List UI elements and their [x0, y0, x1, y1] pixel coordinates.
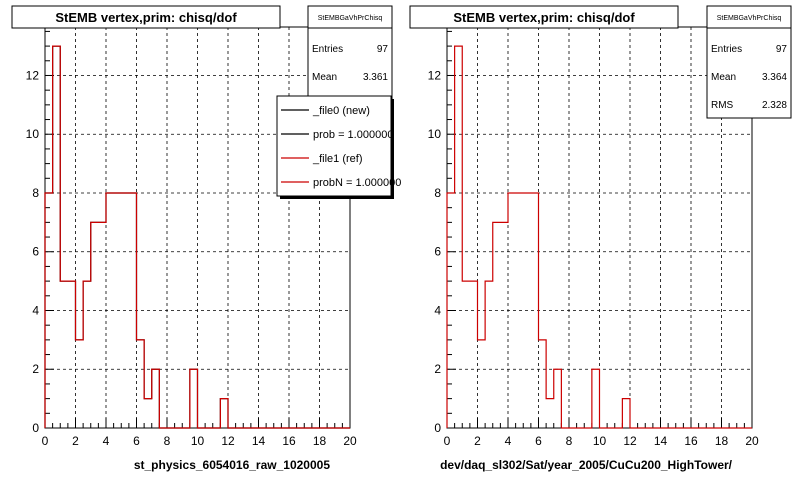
- y-tick-label: 8: [434, 186, 441, 200]
- stats-box: [706, 5, 792, 119]
- x-tick-label: 12: [623, 434, 637, 448]
- title-box: [11, 5, 281, 29]
- chart-title: StEMB vertex,prim: chisq/dof: [453, 10, 635, 25]
- x-tick-label: 8: [566, 434, 573, 448]
- y-tick-label: 0: [32, 421, 39, 435]
- legend-label: prob = 1.000000: [313, 129, 393, 141]
- y-tick-label: 12: [428, 68, 442, 82]
- y-tick-label: 2: [434, 362, 441, 376]
- x-tick-label: 2: [474, 434, 481, 448]
- stats-value: 2.328: [762, 100, 787, 111]
- stats-label: Entries: [711, 44, 742, 55]
- stats-label: Mean: [312, 72, 337, 83]
- x-tick-label: 18: [313, 434, 327, 448]
- x-tick-label: 20: [745, 434, 759, 448]
- chart-panel-1: 0 2 4 6 8 10 12 14 16 18 20 0 2 4 6 8 10 12 StEMB vertex,p…: [11, 5, 401, 472]
- title-box: [409, 5, 679, 29]
- x-tick-label: 6: [535, 434, 542, 448]
- x-tick-label: 10: [593, 434, 607, 448]
- y-tick-label: 6: [434, 245, 441, 259]
- stats-header: StEMBGaVhPrChisq: [717, 15, 782, 22]
- x-axis-title: dev/daq_sl302/Sat/year_2005/CuCu200_High…: [440, 458, 733, 472]
- chart-title: StEMB vertex,prim: chisq/dof: [55, 10, 237, 25]
- x-tick-label: 6: [133, 434, 140, 448]
- x-tick-label: 20: [343, 434, 357, 448]
- x-tick-label: 16: [282, 434, 296, 448]
- x-tick-label: 16: [684, 434, 698, 448]
- legend-box: [276, 95, 392, 197]
- x-tick-label: 4: [505, 434, 512, 448]
- stats-header: StEMBGaVhPrChisq: [318, 15, 383, 22]
- stats-value: 97: [377, 44, 389, 55]
- y-tick-label: 4: [32, 303, 39, 317]
- y-tick-label: 0: [434, 421, 441, 435]
- x-axis-title: st_physics_6054016_raw_1020005: [134, 458, 330, 472]
- x-tick-label: 12: [221, 434, 235, 448]
- y-tick-label: 8: [32, 186, 39, 200]
- y-tick-label: 12: [26, 68, 40, 82]
- y-tick-label: 4: [434, 303, 441, 317]
- x-tick-label: 14: [654, 434, 668, 448]
- legend-label: _file1 (ref): [312, 153, 363, 165]
- stats-value: 3.361: [363, 72, 388, 83]
- y-tick-label: 10: [26, 127, 40, 141]
- x-tick-label: 4: [103, 434, 110, 448]
- histogram-series-2: [44, 45, 350, 429]
- stats-label: Entries: [312, 44, 343, 55]
- y-tick-label: 6: [32, 245, 39, 259]
- y-tick-label: 10: [428, 127, 442, 141]
- legend-label: _file0 (new): [312, 105, 370, 117]
- histogram-series-1: [446, 45, 752, 429]
- legend-label: probN = 1.000000: [313, 177, 401, 189]
- stats-value: 3.364: [762, 72, 787, 83]
- x-tick-label: 10: [191, 434, 205, 448]
- x-tick-label: 8: [164, 434, 171, 448]
- x-tick-label: 2: [72, 434, 79, 448]
- x-tick-label: 14: [252, 434, 266, 448]
- stats-label: Mean: [711, 72, 736, 83]
- stats-label: RMS: [711, 100, 734, 111]
- stats-value: 97: [776, 44, 788, 55]
- x-tick-label: 18: [715, 434, 729, 448]
- chart-panel-2: 0 2 4 6 8 10 12 14 16 18 20 0 2 4 6 8 10 12 StEMB vertex,p…: [409, 5, 792, 472]
- x-tick-label: 0: [42, 434, 49, 448]
- x-tick-label: 0: [444, 434, 451, 448]
- y-tick-label: 2: [32, 362, 39, 376]
